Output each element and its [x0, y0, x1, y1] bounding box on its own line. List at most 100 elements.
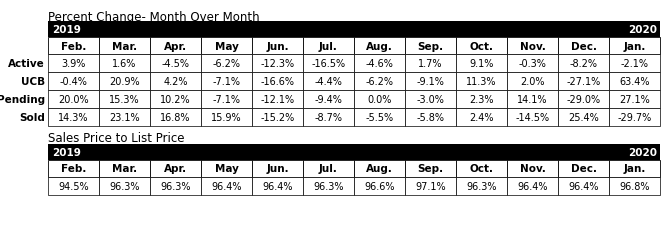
Text: -4.4%: -4.4% — [315, 77, 342, 87]
Bar — [354, 160, 405, 177]
Bar — [354, 55, 405, 73]
Text: -8.7%: -8.7% — [315, 112, 342, 122]
Bar — [48, 73, 99, 91]
Text: 2020: 2020 — [628, 25, 657, 35]
Text: Nov.: Nov. — [519, 41, 545, 51]
Bar — [354, 109, 405, 126]
Text: May: May — [215, 41, 239, 51]
Text: -5.8%: -5.8% — [416, 112, 444, 122]
Text: -7.1%: -7.1% — [213, 94, 241, 105]
Text: -6.2%: -6.2% — [213, 59, 241, 69]
Text: -4.6%: -4.6% — [366, 59, 394, 69]
Bar — [99, 109, 150, 126]
Bar — [252, 91, 303, 109]
Bar — [48, 38, 99, 55]
Text: Jun.: Jun. — [266, 41, 289, 51]
Bar — [252, 109, 303, 126]
Bar — [252, 73, 303, 91]
Bar — [252, 38, 303, 55]
Bar — [609, 55, 660, 73]
Text: Active: Active — [8, 59, 45, 69]
Text: -16.6%: -16.6% — [261, 77, 295, 87]
Text: -12.1%: -12.1% — [261, 94, 295, 105]
Text: Mar.: Mar. — [112, 164, 137, 174]
Text: May: May — [215, 164, 239, 174]
Text: 96.8%: 96.8% — [619, 181, 650, 191]
Text: -5.5%: -5.5% — [366, 112, 394, 122]
Bar — [150, 109, 201, 126]
Text: 9.1%: 9.1% — [469, 59, 493, 69]
Text: 0.0%: 0.0% — [367, 94, 392, 105]
Bar — [405, 109, 456, 126]
Bar — [150, 160, 201, 177]
Bar — [405, 160, 456, 177]
Bar — [99, 160, 150, 177]
Bar — [48, 91, 99, 109]
Bar — [303, 73, 354, 91]
Text: 96.6%: 96.6% — [364, 181, 395, 191]
Text: 4.2%: 4.2% — [163, 77, 188, 87]
Bar — [354, 73, 405, 91]
Text: 1.7%: 1.7% — [418, 59, 443, 69]
Bar — [303, 38, 354, 55]
Text: Dec.: Dec. — [571, 41, 597, 51]
Bar — [354, 38, 405, 55]
Text: 20.0%: 20.0% — [59, 94, 89, 105]
Text: -15.2%: -15.2% — [261, 112, 295, 122]
Bar — [99, 91, 150, 109]
Text: 2019: 2019 — [52, 25, 81, 35]
Text: UCB: UCB — [21, 77, 45, 87]
Text: 25.4%: 25.4% — [568, 112, 599, 122]
Text: Apr.: Apr. — [164, 41, 187, 51]
Text: Feb.: Feb. — [61, 164, 86, 174]
Text: -9.1%: -9.1% — [416, 77, 444, 87]
Text: -2.1%: -2.1% — [620, 59, 648, 69]
Bar — [150, 177, 201, 195]
Bar — [354, 177, 405, 195]
Bar — [303, 109, 354, 126]
Bar — [252, 177, 303, 195]
Bar — [48, 177, 99, 195]
Text: 96.3%: 96.3% — [313, 181, 344, 191]
Text: Aug.: Aug. — [366, 164, 393, 174]
Text: Jan.: Jan. — [623, 164, 646, 174]
Text: Mar.: Mar. — [112, 41, 137, 51]
Bar — [48, 144, 660, 160]
Bar — [48, 22, 660, 38]
Text: 96.4%: 96.4% — [211, 181, 242, 191]
Text: -27.1%: -27.1% — [567, 77, 600, 87]
Text: -9.4%: -9.4% — [315, 94, 342, 105]
Bar — [405, 38, 456, 55]
Bar — [354, 91, 405, 109]
Text: 27.1%: 27.1% — [619, 94, 650, 105]
Text: 97.1%: 97.1% — [415, 181, 446, 191]
Text: -3.0%: -3.0% — [416, 94, 444, 105]
Text: 2.0%: 2.0% — [520, 77, 545, 87]
Bar — [609, 38, 660, 55]
Bar — [201, 91, 252, 109]
Bar — [48, 55, 99, 73]
Bar — [150, 73, 201, 91]
Text: 20.9%: 20.9% — [109, 77, 140, 87]
Bar — [507, 73, 558, 91]
Text: 96.3%: 96.3% — [466, 181, 497, 191]
Bar — [507, 160, 558, 177]
Bar — [558, 160, 609, 177]
Bar — [609, 177, 660, 195]
Text: Apr.: Apr. — [164, 164, 187, 174]
Bar — [558, 73, 609, 91]
Text: Pending: Pending — [0, 94, 45, 105]
Bar — [456, 91, 507, 109]
Bar — [456, 109, 507, 126]
Text: Feb.: Feb. — [61, 41, 86, 51]
Bar — [150, 55, 201, 73]
Bar — [456, 55, 507, 73]
Text: -29.7%: -29.7% — [617, 112, 652, 122]
Bar — [507, 91, 558, 109]
Text: 2.4%: 2.4% — [469, 112, 493, 122]
Text: -7.1%: -7.1% — [213, 77, 241, 87]
Bar — [201, 73, 252, 91]
Text: Sep.: Sep. — [418, 164, 444, 174]
Text: 1.6%: 1.6% — [112, 59, 137, 69]
Bar — [201, 55, 252, 73]
